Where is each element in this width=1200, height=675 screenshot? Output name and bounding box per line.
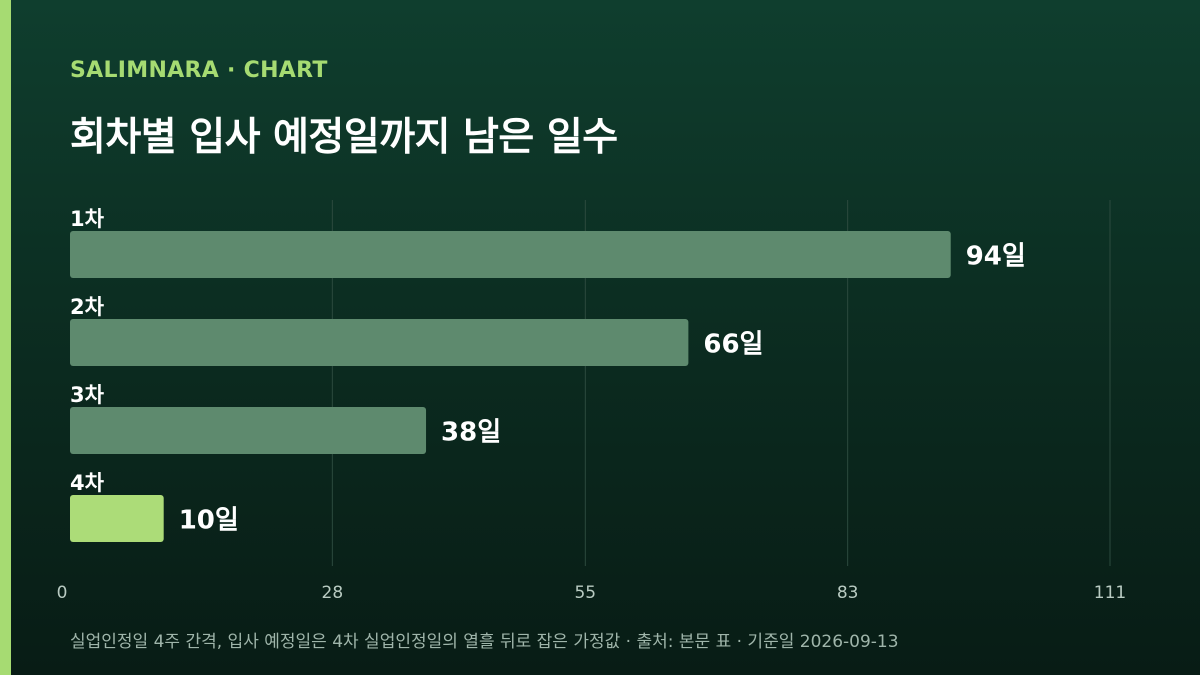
category-label: 2차	[70, 295, 105, 319]
x-tick-label: 55	[574, 583, 596, 603]
chart-title: 회차별 입사 예정일까지 남은 일수	[70, 115, 618, 160]
chart-footnote: 실업인정일 4주 간격, 입사 예정일은 4차 실업인정일의 열흘 뒤로 잡은 …	[70, 632, 899, 652]
accent-strip	[0, 0, 11, 675]
x-tick-label: 0	[57, 583, 68, 603]
bar	[70, 319, 689, 366]
chart-kicker: SALIMNARA · CHART	[70, 58, 328, 83]
bar	[70, 407, 427, 454]
bar	[70, 495, 164, 542]
x-tick-label: 28	[322, 583, 344, 603]
data-label: 10일	[179, 506, 239, 536]
category-label: 4차	[70, 471, 105, 495]
bar	[70, 231, 951, 278]
x-tick-label: 111	[1094, 583, 1126, 603]
category-label: 3차	[70, 383, 105, 407]
category-label: 1차	[70, 207, 105, 231]
data-label: 66일	[703, 330, 763, 360]
x-tick-label: 83	[837, 583, 859, 603]
data-label: 94일	[966, 242, 1026, 272]
data-label: 38일	[441, 418, 501, 448]
